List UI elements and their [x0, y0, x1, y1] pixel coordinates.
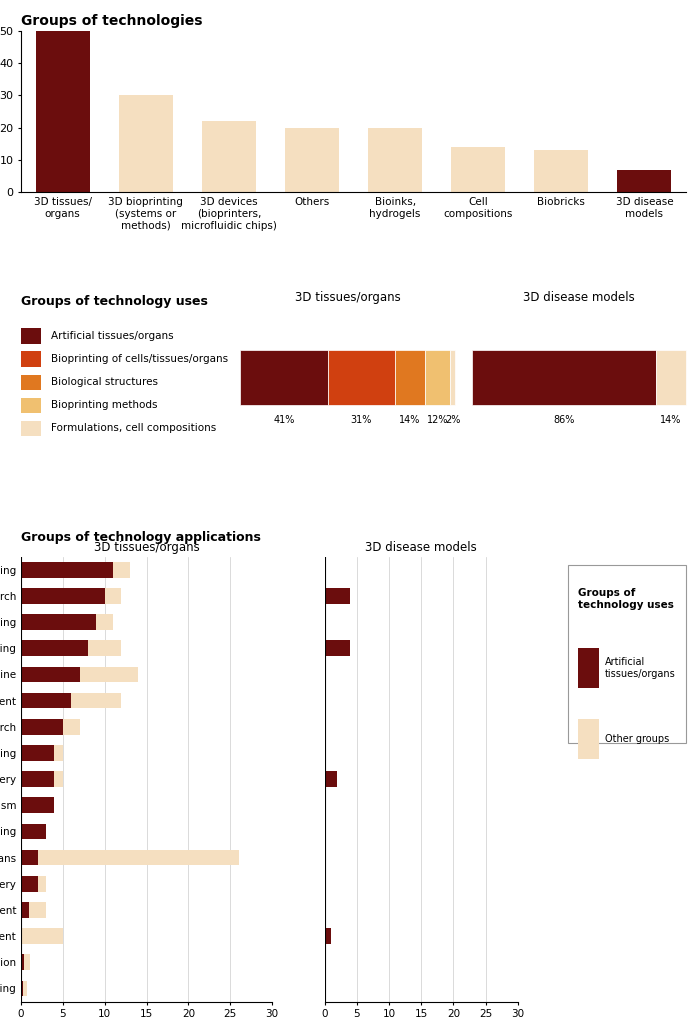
Bar: [21, 693, 122, 708]
Bar: [21, 666, 138, 683]
Text: 3D disease models: 3D disease models: [523, 291, 635, 305]
Text: Other groups: Other groups: [605, 734, 669, 744]
Bar: [21, 849, 239, 866]
Title: 3D disease models: 3D disease models: [365, 541, 477, 554]
Bar: [21, 588, 122, 604]
Bar: [21, 745, 63, 760]
Bar: [21, 641, 122, 656]
Bar: [325, 588, 350, 604]
Bar: [21, 902, 46, 918]
Text: Groups of technology uses: Groups of technology uses: [21, 294, 208, 308]
Text: Bioprinting methods: Bioprinting methods: [51, 400, 158, 410]
Text: 31%: 31%: [351, 415, 372, 424]
Bar: [472, 351, 656, 405]
Bar: [21, 772, 63, 787]
Text: 86%: 86%: [553, 415, 575, 424]
Bar: [21, 398, 41, 413]
Bar: [21, 876, 38, 891]
Text: 2%: 2%: [445, 415, 461, 424]
Text: Artificial
tissues/organs: Artificial tissues/organs: [605, 657, 676, 679]
Bar: [240, 351, 328, 405]
Text: 14%: 14%: [399, 415, 421, 424]
Bar: [21, 614, 97, 630]
Bar: [21, 745, 55, 760]
Bar: [21, 981, 22, 996]
Bar: [425, 351, 451, 405]
Bar: [21, 328, 41, 344]
Text: Groups of technologies: Groups of technologies: [21, 14, 202, 28]
Bar: [119, 95, 173, 192]
Bar: [21, 693, 71, 708]
Bar: [21, 562, 113, 577]
Text: 41%: 41%: [274, 415, 295, 424]
Bar: [21, 772, 55, 787]
Bar: [395, 351, 425, 405]
Text: Biological structures: Biological structures: [51, 377, 158, 386]
Bar: [452, 147, 505, 192]
Text: 14%: 14%: [660, 415, 682, 424]
Bar: [21, 352, 41, 367]
Text: Bioprinting of cells/tissues/organs: Bioprinting of cells/tissues/organs: [51, 354, 228, 364]
Bar: [451, 351, 455, 405]
Text: Groups of
technology uses: Groups of technology uses: [578, 588, 674, 610]
Text: 3D tissues/organs: 3D tissues/organs: [295, 291, 400, 305]
Bar: [21, 718, 63, 735]
FancyBboxPatch shape: [568, 565, 686, 743]
Bar: [21, 718, 80, 735]
Bar: [21, 955, 24, 970]
Bar: [285, 128, 339, 192]
Text: 12%: 12%: [427, 415, 448, 424]
Bar: [328, 351, 395, 405]
Bar: [21, 797, 55, 814]
Bar: [21, 824, 46, 839]
Bar: [21, 955, 30, 970]
Bar: [21, 562, 130, 577]
Bar: [368, 128, 422, 192]
Title: 3D tissues/organs: 3D tissues/organs: [94, 541, 200, 554]
Bar: [21, 928, 63, 944]
Bar: [21, 981, 27, 996]
Bar: [21, 876, 46, 891]
Bar: [21, 614, 113, 630]
Bar: [36, 31, 90, 192]
Bar: [21, 797, 55, 814]
Bar: [21, 666, 80, 683]
Text: Formulations, cell compositions: Formulations, cell compositions: [51, 423, 216, 433]
Bar: [578, 719, 599, 759]
Text: Artificial tissues/organs: Artificial tissues/organs: [51, 331, 174, 340]
Bar: [21, 641, 88, 656]
Bar: [534, 150, 588, 192]
Bar: [21, 374, 41, 390]
Bar: [202, 122, 256, 192]
Bar: [617, 170, 671, 192]
Bar: [325, 772, 337, 787]
Bar: [21, 588, 105, 604]
Bar: [21, 824, 46, 839]
Bar: [21, 902, 29, 918]
Bar: [578, 648, 599, 688]
Bar: [656, 351, 686, 405]
Bar: [325, 641, 350, 656]
Bar: [21, 849, 38, 866]
Text: Groups of technology applications: Groups of technology applications: [21, 531, 261, 545]
Bar: [21, 421, 41, 436]
Bar: [325, 928, 331, 944]
